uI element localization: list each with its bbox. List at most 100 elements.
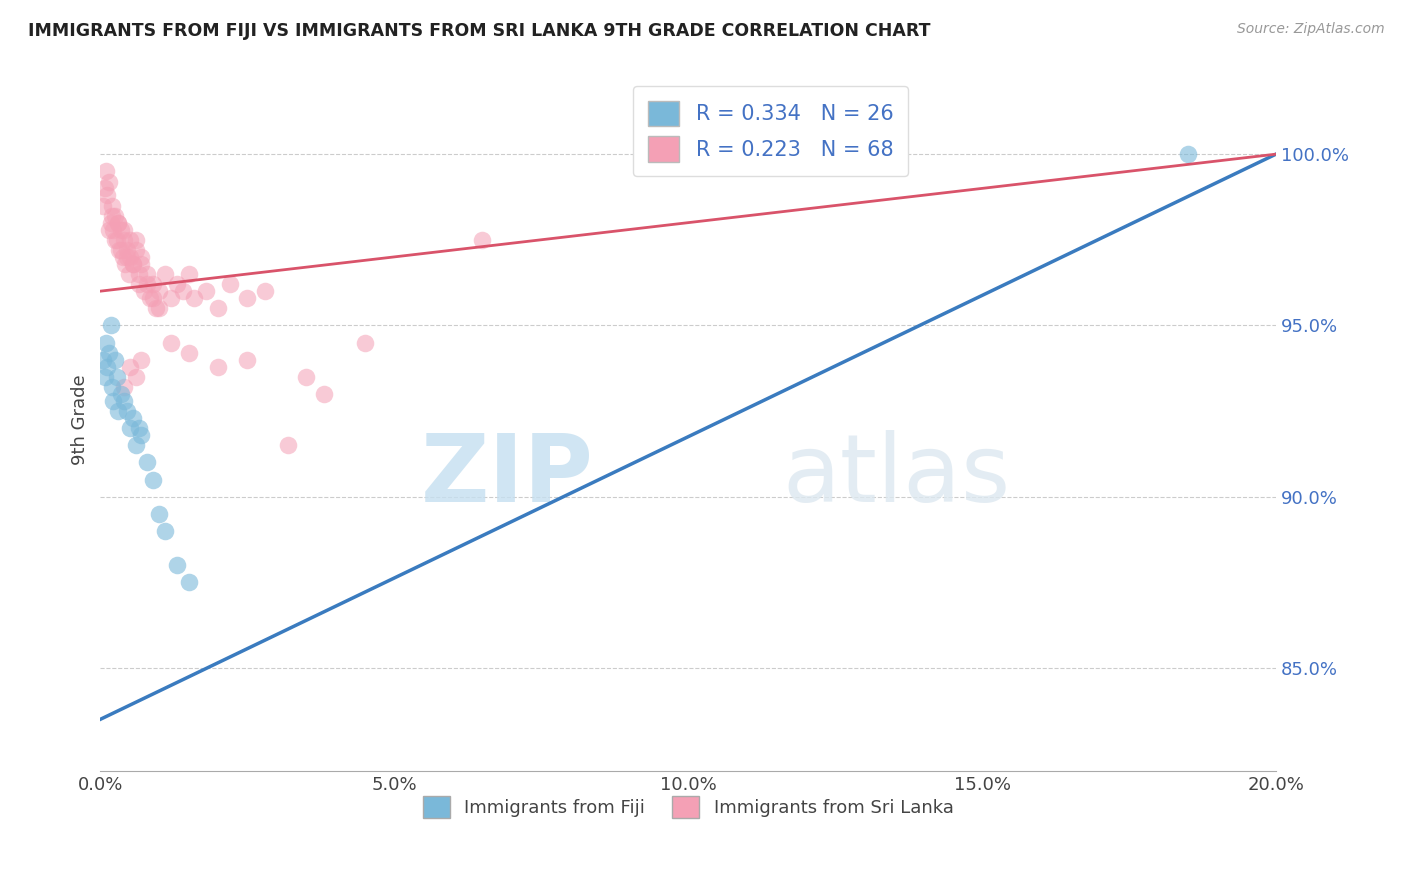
- Point: [131, 250, 153, 264]
- Point: [131, 428, 153, 442]
- Text: Source: ZipAtlas.com: Source: ZipAtlas.com: [1237, 22, 1385, 37]
- Point: [295, 369, 318, 384]
- Point: [94, 181, 117, 195]
- Legend: Immigrants from Fiji, Immigrants from Sri Lanka: Immigrants from Fiji, Immigrants from Sr…: [416, 789, 960, 825]
- Point: [118, 421, 141, 435]
- Point: [124, 243, 146, 257]
- Point: [124, 369, 146, 384]
- Point: [136, 455, 159, 469]
- Y-axis label: 9th Grade: 9th Grade: [72, 375, 89, 465]
- Point: [177, 346, 200, 360]
- Point: [128, 267, 150, 281]
- Point: [121, 410, 143, 425]
- Point: [104, 209, 127, 223]
- Point: [148, 284, 170, 298]
- Point: [103, 222, 125, 236]
- Point: [107, 404, 129, 418]
- Point: [108, 243, 131, 257]
- Point: [128, 277, 150, 292]
- Point: [98, 222, 121, 236]
- Point: [118, 250, 141, 264]
- Point: [110, 387, 132, 401]
- Point: [105, 233, 128, 247]
- Text: atlas: atlas: [782, 430, 1011, 522]
- Point: [153, 267, 176, 281]
- Point: [166, 277, 188, 292]
- Point: [104, 352, 127, 367]
- Point: [118, 359, 141, 374]
- Point: [183, 291, 205, 305]
- Point: [131, 257, 153, 271]
- Point: [145, 301, 167, 316]
- Point: [131, 352, 153, 367]
- Point: [166, 558, 188, 573]
- Point: [160, 335, 183, 350]
- Point: [112, 393, 135, 408]
- Point: [98, 175, 121, 189]
- Point: [136, 267, 159, 281]
- Point: [277, 438, 299, 452]
- Point: [236, 352, 259, 367]
- Point: [160, 291, 183, 305]
- Point: [142, 473, 165, 487]
- Text: ZIP: ZIP: [422, 430, 595, 522]
- Point: [195, 284, 218, 298]
- Point: [207, 359, 229, 374]
- Point: [121, 257, 143, 271]
- Point: [91, 352, 114, 367]
- Point: [312, 387, 335, 401]
- Point: [100, 318, 122, 333]
- Point: [103, 393, 125, 408]
- Point: [98, 346, 121, 360]
- Point: [177, 267, 200, 281]
- Point: [115, 243, 138, 257]
- Point: [134, 284, 156, 298]
- Point: [177, 575, 200, 590]
- Point: [139, 291, 162, 305]
- Point: [236, 291, 259, 305]
- Point: [96, 335, 118, 350]
- Point: [172, 284, 194, 298]
- Point: [471, 233, 494, 247]
- Point: [94, 369, 117, 384]
- Point: [91, 198, 114, 212]
- Point: [148, 507, 170, 521]
- Point: [117, 267, 139, 281]
- Point: [218, 277, 240, 292]
- Point: [107, 216, 129, 230]
- Point: [96, 359, 118, 374]
- Point: [142, 277, 165, 292]
- Point: [121, 257, 143, 271]
- Point: [124, 233, 146, 247]
- Point: [136, 277, 159, 292]
- Point: [101, 380, 124, 394]
- Point: [111, 250, 134, 264]
- Point: [107, 216, 129, 230]
- Point: [112, 380, 135, 394]
- Point: [207, 301, 229, 316]
- Point: [101, 198, 124, 212]
- Point: [142, 291, 165, 305]
- Point: [104, 233, 127, 247]
- Point: [115, 250, 138, 264]
- Text: IMMIGRANTS FROM FIJI VS IMMIGRANTS FROM SRI LANKA 9TH GRADE CORRELATION CHART: IMMIGRANTS FROM FIJI VS IMMIGRANTS FROM …: [28, 22, 931, 40]
- Point: [253, 284, 276, 298]
- Point: [96, 164, 118, 178]
- Point: [128, 421, 150, 435]
- Point: [118, 233, 141, 247]
- Point: [112, 233, 135, 247]
- Point: [115, 404, 138, 418]
- Point: [153, 524, 176, 538]
- Point: [148, 301, 170, 316]
- Point: [112, 222, 135, 236]
- Point: [114, 257, 136, 271]
- Point: [110, 243, 132, 257]
- Point: [354, 335, 377, 350]
- Point: [124, 438, 146, 452]
- Point: [96, 188, 118, 202]
- Point: [110, 222, 132, 236]
- Point: [105, 369, 128, 384]
- Point: [1177, 147, 1199, 161]
- Point: [100, 216, 122, 230]
- Point: [101, 209, 124, 223]
